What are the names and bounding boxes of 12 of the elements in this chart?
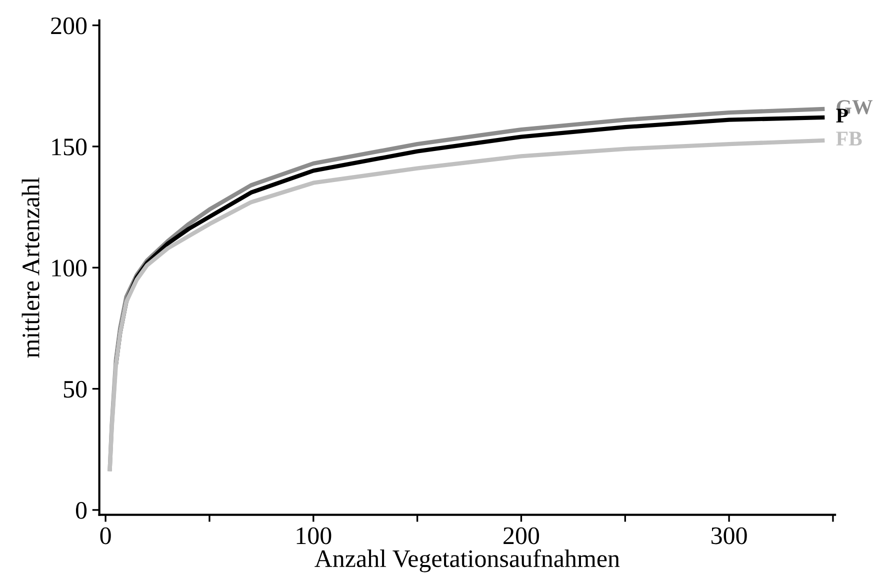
y-axis-title: mittlere Artenzahl: [22, 178, 40, 358]
x-tick-label: 100: [296, 527, 332, 544]
y-tick-label: 0: [76, 502, 87, 519]
series-label: FB: [836, 132, 862, 146]
x-tick-label: 200: [504, 527, 540, 544]
x-axis-title: Anzahl Vegetationsaufnahmen: [314, 549, 620, 572]
y-tick-label: 200: [51, 17, 87, 34]
y-tick-label: 100: [52, 260, 87, 277]
x-tick-label: 300: [712, 527, 747, 544]
x-tick-label: 0: [100, 527, 111, 544]
y-tick-label: 150: [52, 138, 87, 156]
y-tick-label: 50: [64, 380, 87, 398]
